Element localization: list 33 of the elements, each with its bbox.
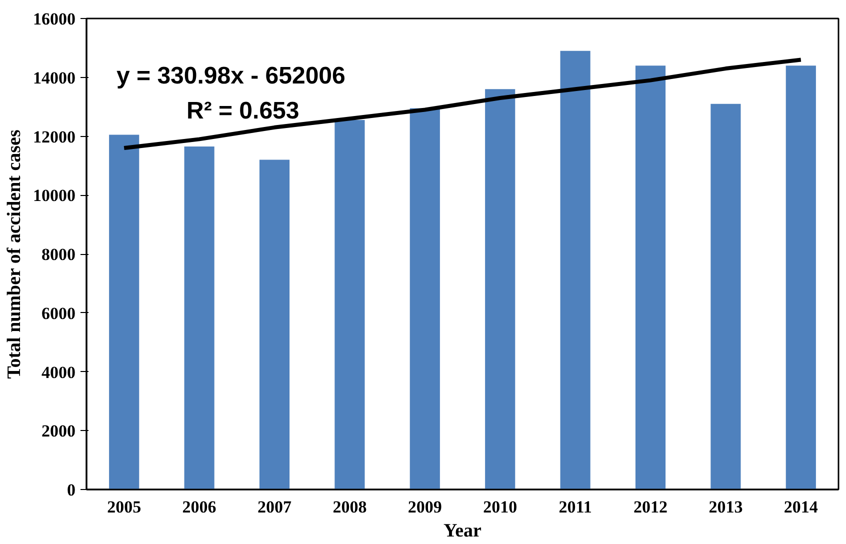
x-axis-title: Year xyxy=(444,520,482,542)
bar xyxy=(184,146,214,490)
y-tick-label: 4000 xyxy=(42,362,76,382)
bar xyxy=(259,160,290,490)
bar xyxy=(410,108,440,490)
bar xyxy=(109,134,140,490)
x-tick-label: 2010 xyxy=(483,498,518,516)
x-tick-label: 2013 xyxy=(708,498,743,516)
bar xyxy=(560,50,590,490)
x-tick-label: 2006 xyxy=(182,498,216,516)
x-tick-label: 2009 xyxy=(408,498,442,516)
y-tick-label: 16000 xyxy=(33,10,76,28)
annotation: y = 330.98x - 652006 xyxy=(116,62,346,90)
y-axis-title: Total number of accident cases xyxy=(4,130,25,379)
y-tick-label: 10000 xyxy=(33,186,76,206)
bar xyxy=(635,66,666,490)
bar xyxy=(710,104,741,490)
x-tick-label: 2008 xyxy=(332,498,367,516)
x-tick-label: 2007 xyxy=(258,498,292,516)
y-tick-label: 2000 xyxy=(42,422,76,441)
y-tick-label: 6000 xyxy=(42,304,76,323)
y-tick-label: 14000 xyxy=(33,68,76,88)
annotation: R² = 0.653 xyxy=(186,98,300,124)
x-tick-label: 2011 xyxy=(558,498,592,516)
x-tick-label: 2012 xyxy=(634,498,668,516)
y-tick-label: 12000 xyxy=(33,127,76,146)
y-tick-label: 0 xyxy=(67,480,76,500)
bar xyxy=(334,120,365,490)
bar xyxy=(485,89,516,490)
y-tick-label: 8000 xyxy=(42,245,76,264)
x-tick-label: 2005 xyxy=(107,498,142,516)
x-tick-label: 2014 xyxy=(784,498,818,516)
bar xyxy=(786,66,816,490)
